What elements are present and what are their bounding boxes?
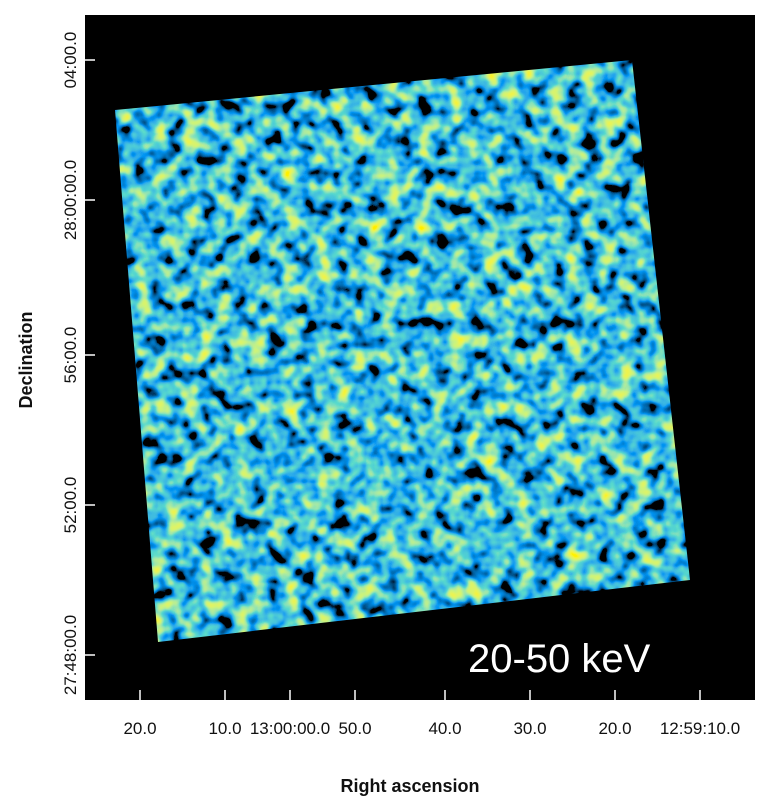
y-tick-label: 28:00:00.0 bbox=[61, 160, 80, 240]
x-tick-label: 13:00:00.0 bbox=[250, 719, 330, 738]
x-tick-label: 12:59:10.0 bbox=[660, 719, 740, 738]
y-axis-title: Declination bbox=[16, 311, 36, 408]
x-tick-label: 50.0 bbox=[338, 719, 371, 738]
y-tick-label: 52:00.0 bbox=[61, 477, 80, 534]
x-tick-label: 20.0 bbox=[598, 719, 631, 738]
tick-marks bbox=[85, 59, 701, 700]
x-tick-label: 10.0 bbox=[208, 719, 241, 738]
x-axis-title: Right ascension bbox=[340, 776, 479, 796]
x-tick-label: 20.0 bbox=[123, 719, 156, 738]
sky-map bbox=[115, 60, 690, 642]
energy-band: 20-50 keV bbox=[468, 637, 651, 681]
y-tick-label: 04:00.0 bbox=[61, 32, 80, 89]
y-tick-label: 56:00.0 bbox=[61, 327, 80, 384]
x-tick-label: 40.0 bbox=[428, 719, 461, 738]
x-tick-label: 30.0 bbox=[513, 719, 546, 738]
y-tick-label: 27:48:00.0 bbox=[61, 615, 80, 695]
